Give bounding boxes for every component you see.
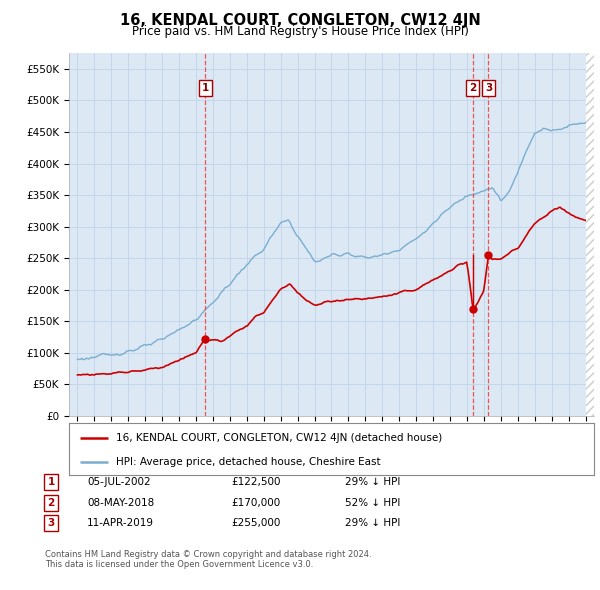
Text: 52% ↓ HPI: 52% ↓ HPI [345, 498, 400, 507]
Text: 29% ↓ HPI: 29% ↓ HPI [345, 519, 400, 528]
Text: £122,500: £122,500 [231, 477, 281, 487]
Text: 2: 2 [469, 83, 476, 93]
Text: 29% ↓ HPI: 29% ↓ HPI [345, 477, 400, 487]
Text: 1: 1 [202, 83, 209, 93]
Text: 11-APR-2019: 11-APR-2019 [87, 519, 154, 528]
Text: 08-MAY-2018: 08-MAY-2018 [87, 498, 154, 507]
Text: This data is licensed under the Open Government Licence v3.0.: This data is licensed under the Open Gov… [45, 560, 313, 569]
Bar [586, 53, 594, 416]
Text: 3: 3 [485, 83, 492, 93]
Text: 2: 2 [47, 498, 55, 507]
Text: 16, KENDAL COURT, CONGLETON, CW12 4JN (detached house): 16, KENDAL COURT, CONGLETON, CW12 4JN (d… [116, 432, 443, 442]
Text: Price paid vs. HM Land Registry's House Price Index (HPI): Price paid vs. HM Land Registry's House … [131, 25, 469, 38]
Text: HPI: Average price, detached house, Cheshire East: HPI: Average price, detached house, Ches… [116, 457, 381, 467]
Text: 1: 1 [47, 477, 55, 487]
Text: 05-JUL-2002: 05-JUL-2002 [87, 477, 151, 487]
Text: Contains HM Land Registry data © Crown copyright and database right 2024.: Contains HM Land Registry data © Crown c… [45, 550, 371, 559]
Text: £255,000: £255,000 [231, 519, 280, 528]
Text: 16, KENDAL COURT, CONGLETON, CW12 4JN: 16, KENDAL COURT, CONGLETON, CW12 4JN [119, 13, 481, 28]
Text: 3: 3 [47, 519, 55, 528]
Text: £170,000: £170,000 [231, 498, 280, 507]
